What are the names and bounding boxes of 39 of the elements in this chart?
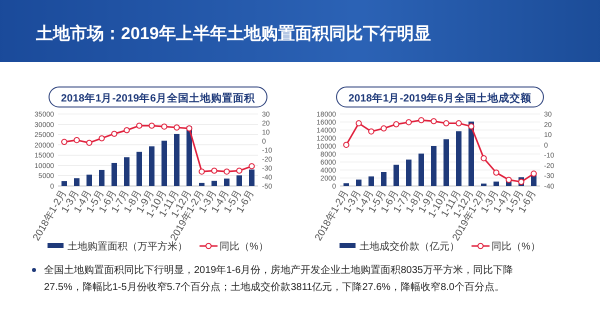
point	[224, 168, 230, 175]
bar	[74, 178, 80, 186]
bar	[86, 174, 92, 186]
bar	[99, 170, 104, 186]
legend-label: 土地成交价款（亿元）	[360, 240, 460, 252]
bar	[249, 170, 254, 186]
bar	[236, 175, 242, 186]
bar	[162, 140, 167, 186]
legend-label: 同比（%）	[220, 240, 268, 252]
point	[211, 168, 218, 174]
point	[86, 140, 92, 146]
bar	[149, 146, 154, 186]
bar	[62, 181, 67, 186]
point	[148, 122, 155, 129]
point	[61, 138, 68, 145]
chart-title: 2018年1月-2019年6月全国土地购置面积	[61, 92, 256, 104]
point	[174, 124, 180, 131]
point	[136, 122, 142, 129]
point	[186, 125, 192, 132]
point	[248, 163, 255, 170]
bar	[212, 180, 217, 186]
point	[161, 124, 168, 130]
point	[198, 168, 205, 175]
text: 土地市场：2019年上半年土地购置面积同比下行明显	[36, 23, 431, 45]
point	[124, 127, 130, 134]
bar	[112, 162, 117, 186]
chart-title: 2018年1月-2019年6月全国土地成交额	[348, 92, 532, 104]
legend-label: 土地购置面积（万平方米）	[68, 240, 188, 252]
text: 全国土地购置面积同比下行明显，2019年1-6月份，房地产开发企业土地购置面积8035万平方米，同比下降27.5%，降幅比1-5月份收窄5.7个百分点；土地成交价款3811亿元，下降27.6%，降幅收窄8.0个百分点。	[44, 265, 513, 293]
legend-label: 同比（%）	[492, 240, 540, 252]
point	[236, 168, 242, 174]
bar	[174, 134, 180, 186]
bar	[136, 152, 142, 186]
point	[98, 135, 105, 142]
point	[74, 137, 80, 144]
bar	[224, 178, 230, 186]
bar	[199, 182, 204, 186]
bar	[124, 157, 130, 186]
point	[111, 130, 118, 137]
